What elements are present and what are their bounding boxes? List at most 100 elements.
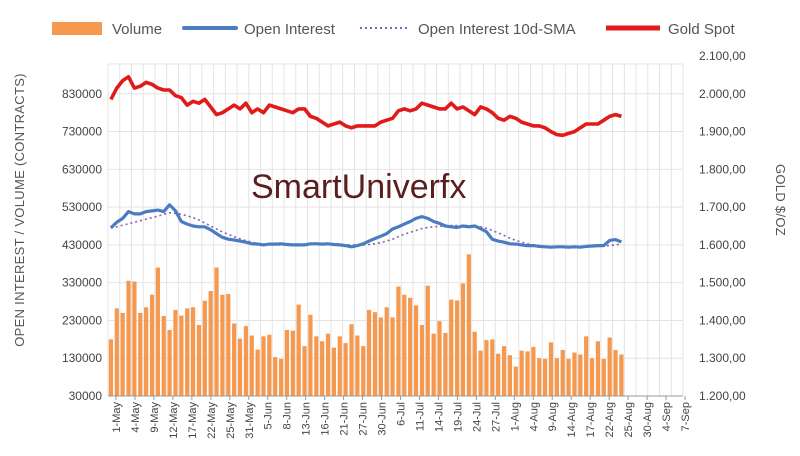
x-tick-label: 22-Aug bbox=[604, 402, 616, 437]
volume-bar bbox=[126, 280, 131, 396]
volume-bar bbox=[490, 339, 495, 396]
volume-bar bbox=[584, 336, 589, 396]
volume-bar bbox=[484, 340, 489, 396]
volume-bar bbox=[138, 312, 143, 396]
volume-bar bbox=[619, 354, 624, 396]
volume-bar bbox=[108, 339, 114, 396]
volume-bar bbox=[390, 317, 395, 396]
x-tick-label: 19-Jul bbox=[452, 402, 464, 432]
volume-bar bbox=[413, 305, 419, 396]
x-tick-label: 25-Aug bbox=[623, 402, 635, 437]
volume-bar bbox=[472, 331, 477, 396]
volume-bar bbox=[132, 281, 137, 396]
volume-bar bbox=[372, 312, 378, 396]
volume-bar bbox=[255, 349, 260, 396]
volume-bar bbox=[425, 285, 430, 396]
x-tick-label: 13-Jun bbox=[301, 402, 313, 436]
x-tick-label: 17-Aug bbox=[585, 402, 597, 437]
volume-bar bbox=[302, 346, 307, 396]
volume-bar bbox=[513, 366, 518, 396]
x-tick-label: 6-Jul bbox=[396, 402, 408, 426]
volume-bar bbox=[343, 343, 348, 396]
volume-bar bbox=[120, 312, 125, 396]
left-tick-label: 230000 bbox=[62, 313, 102, 327]
volume-bar bbox=[167, 329, 172, 396]
volume-bar bbox=[355, 335, 360, 396]
left-tick-label: 530000 bbox=[62, 200, 102, 214]
legend-swatch-volume bbox=[52, 22, 102, 35]
volume-bar bbox=[566, 358, 571, 396]
volume-bar bbox=[478, 350, 483, 396]
volume-bar bbox=[454, 300, 460, 396]
left-tick-label: 830000 bbox=[62, 87, 102, 101]
axes: 30000 130000 230000 330000 430000 530000 63000… bbox=[62, 49, 746, 439]
volume-bar bbox=[190, 307, 196, 396]
volume-bar bbox=[548, 342, 554, 396]
right-axis-title: GOLD $/OZ bbox=[773, 164, 788, 236]
volume-bar bbox=[290, 330, 295, 396]
volume-bar bbox=[496, 353, 501, 396]
volume-bar bbox=[220, 294, 225, 396]
x-tick-label: 11-Jul bbox=[414, 402, 426, 431]
volume-bar bbox=[296, 304, 301, 396]
left-tick-label: 730000 bbox=[62, 125, 102, 139]
volume-bar bbox=[578, 354, 583, 396]
volume-bar bbox=[601, 358, 606, 396]
volume-bar bbox=[449, 299, 454, 396]
volume-bar bbox=[284, 329, 290, 396]
volume-bar bbox=[466, 254, 471, 396]
volume-bar bbox=[437, 321, 442, 396]
volume-bar bbox=[525, 351, 530, 396]
x-tick-label: 9-May bbox=[149, 402, 161, 433]
volume-bar bbox=[202, 300, 207, 396]
volume-bar bbox=[226, 294, 231, 396]
right-tick-label: 1.300,00 bbox=[699, 351, 746, 365]
right-tick-label: 1.800,00 bbox=[699, 162, 746, 176]
legend-label-gold-spot: Gold Spot bbox=[668, 21, 736, 38]
legend-label-oi-sma: Open Interest 10d-SMA bbox=[418, 21, 576, 38]
x-tick-label: 31-May bbox=[244, 402, 256, 439]
volume-bar bbox=[337, 336, 342, 396]
volume-bar bbox=[537, 358, 542, 396]
volume-bar bbox=[589, 358, 595, 396]
volume-bar bbox=[560, 349, 565, 396]
right-tick-label: 1.900,00 bbox=[699, 125, 746, 139]
x-tick-label: 4-Aug bbox=[528, 402, 540, 431]
volume-bar bbox=[607, 337, 612, 396]
volume-bar bbox=[196, 324, 202, 396]
legend-label-open-interest: Open Interest bbox=[244, 21, 336, 38]
volume-bar bbox=[237, 338, 243, 396]
volume-bar bbox=[179, 315, 184, 396]
x-tick-label: 25-May bbox=[225, 402, 237, 439]
x-tick-label: 8-Jun bbox=[282, 402, 294, 430]
legend: Volume Open Interest Open Interest 10d-S… bbox=[52, 21, 736, 38]
volume-bar bbox=[443, 332, 448, 396]
left-axis-title: OPEN INTEREST / VOLUME (CONTRACTS) bbox=[12, 73, 27, 347]
volume-bars bbox=[108, 254, 624, 396]
right-tick-label: 2.100,00 bbox=[699, 49, 746, 63]
series-lines bbox=[109, 75, 622, 249]
volume-bar bbox=[161, 315, 166, 396]
watermark-text: SmartUniverfx bbox=[251, 168, 466, 206]
volume-bar bbox=[613, 349, 618, 396]
x-tick-label: 7-Sep bbox=[680, 402, 692, 431]
volume-bar bbox=[267, 334, 272, 396]
legend-label-volume: Volume bbox=[112, 21, 162, 38]
volume-bar bbox=[331, 347, 337, 396]
volume-bar bbox=[278, 358, 284, 396]
volume-bar bbox=[554, 358, 559, 396]
x-tick-label: 30-Aug bbox=[642, 402, 654, 437]
gold-spot-line bbox=[109, 75, 622, 138]
right-tick-label: 1.700,00 bbox=[699, 200, 746, 214]
x-tick-label: 5-Jun bbox=[263, 402, 275, 430]
volume-bar bbox=[214, 267, 219, 396]
x-tick-label: 17-May bbox=[187, 402, 199, 439]
volume-bar bbox=[314, 336, 319, 396]
x-tick-label: 27-Jun bbox=[358, 402, 370, 436]
x-tick-label: 22-May bbox=[206, 402, 218, 439]
volume-bar bbox=[320, 341, 325, 396]
volume-bar bbox=[349, 324, 354, 396]
right-tick-label: 2.000,00 bbox=[699, 87, 746, 101]
volume-bar bbox=[261, 336, 266, 396]
